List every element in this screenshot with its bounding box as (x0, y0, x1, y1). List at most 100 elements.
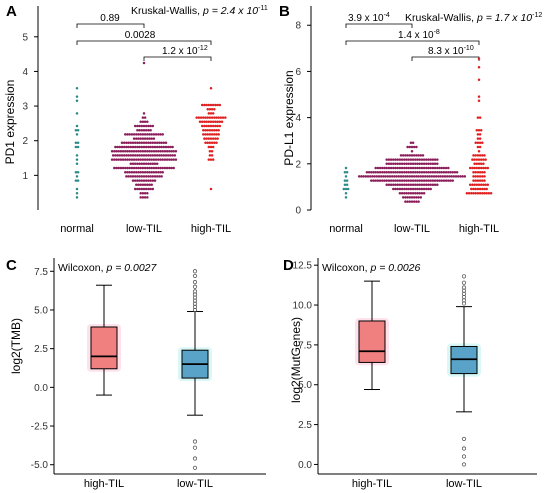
data-point (344, 191, 348, 195)
data-point (76, 128, 80, 132)
data-point (345, 183, 349, 187)
data-point (164, 154, 168, 157)
data-point (168, 158, 171, 161)
data-point (409, 170, 413, 174)
x-category-normal-a: normal (60, 223, 94, 235)
bracket-label-low-high-a: 1.2 x 10-12 (162, 45, 208, 57)
data-point (171, 145, 174, 149)
data-point (204, 133, 207, 136)
data-point (476, 133, 480, 136)
data-point (477, 183, 481, 187)
test-stat-a: p = 2.4 x 10 (202, 5, 258, 17)
data-point (215, 116, 218, 119)
y-axis-title-a: PD1 expression (3, 80, 17, 165)
data-point (161, 133, 164, 136)
data-point (115, 149, 118, 153)
data-point (204, 116, 207, 119)
data-point (205, 124, 208, 128)
data-point (126, 149, 129, 153)
data-point (214, 137, 217, 140)
data-point (407, 158, 410, 161)
data-point (130, 133, 134, 136)
data-point (479, 183, 483, 187)
data-point (437, 175, 440, 178)
data-point (414, 187, 417, 191)
y-tick-label: 0.0 (34, 383, 48, 394)
data-point (400, 191, 404, 195)
data-point (478, 170, 482, 174)
data-point (153, 154, 157, 157)
data-point (131, 179, 135, 182)
data-point (415, 145, 418, 149)
data-point (407, 162, 410, 166)
data-point (396, 166, 399, 170)
data-point (415, 175, 418, 178)
data-point (153, 179, 157, 182)
data-point (420, 162, 424, 166)
data-point (415, 200, 418, 203)
data-point (170, 166, 173, 170)
data-point (198, 120, 202, 124)
data-point (475, 183, 479, 187)
data-point (439, 175, 442, 178)
data-point (429, 158, 432, 161)
data-point (477, 57, 481, 61)
x-category-high-til-c: high-TIL (84, 478, 124, 490)
data-point (345, 170, 349, 174)
x-category-high-til-b: high-TIL (459, 223, 499, 235)
data-point (115, 166, 118, 170)
data-point (346, 187, 350, 191)
data-point (75, 162, 79, 166)
dot-group-high-til (195, 86, 227, 191)
data-point (360, 175, 363, 178)
data-point (429, 187, 432, 191)
data-point (214, 124, 217, 128)
data-point (406, 154, 409, 157)
data-point (157, 166, 160, 170)
data-point (427, 170, 430, 174)
data-point (143, 149, 147, 153)
data-point (128, 170, 131, 174)
data-point (408, 145, 412, 149)
data-point (174, 158, 178, 161)
data-point (426, 175, 429, 178)
data-point (142, 187, 146, 191)
data-point (144, 187, 148, 191)
bracket-normal-high-b: 1.4 x 10-8 (345, 29, 480, 45)
data-point (381, 170, 384, 174)
data-point (141, 196, 145, 199)
data-point (155, 175, 159, 178)
data-point (151, 141, 155, 145)
data-point (157, 170, 160, 174)
data-point (403, 183, 406, 187)
data-point (393, 175, 396, 178)
data-point (405, 170, 408, 174)
data-point (433, 170, 437, 174)
data-point (414, 183, 417, 187)
data-point (214, 120, 217, 124)
data-point (392, 158, 395, 161)
data-point (166, 145, 170, 149)
data-point (365, 170, 369, 174)
data-point (160, 141, 163, 145)
data-point (118, 154, 122, 157)
y-tick-label: 8 (295, 21, 301, 32)
data-point (376, 166, 380, 170)
data-point (417, 196, 420, 199)
data-point (411, 187, 415, 191)
data-point (209, 112, 213, 115)
data-point (410, 145, 414, 149)
outlier-point (192, 269, 198, 274)
data-point (343, 183, 347, 187)
data-point (120, 154, 124, 157)
data-point (148, 166, 151, 170)
data-point (202, 128, 205, 132)
data-point (419, 196, 423, 199)
data-point (427, 179, 430, 182)
data-point (405, 187, 408, 191)
data-point (476, 137, 480, 140)
data-point (486, 166, 490, 170)
data-point (154, 133, 158, 136)
panel-letter-b: B (279, 3, 290, 20)
data-point (443, 175, 447, 178)
